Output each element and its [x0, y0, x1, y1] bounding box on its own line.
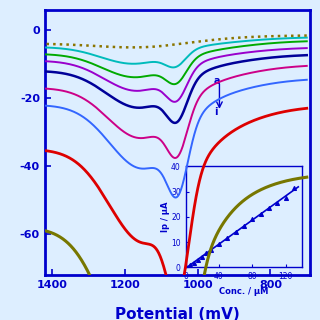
Text: a: a	[214, 76, 220, 86]
X-axis label: Potential (mV): Potential (mV)	[115, 307, 240, 320]
Text: i: i	[214, 107, 218, 117]
